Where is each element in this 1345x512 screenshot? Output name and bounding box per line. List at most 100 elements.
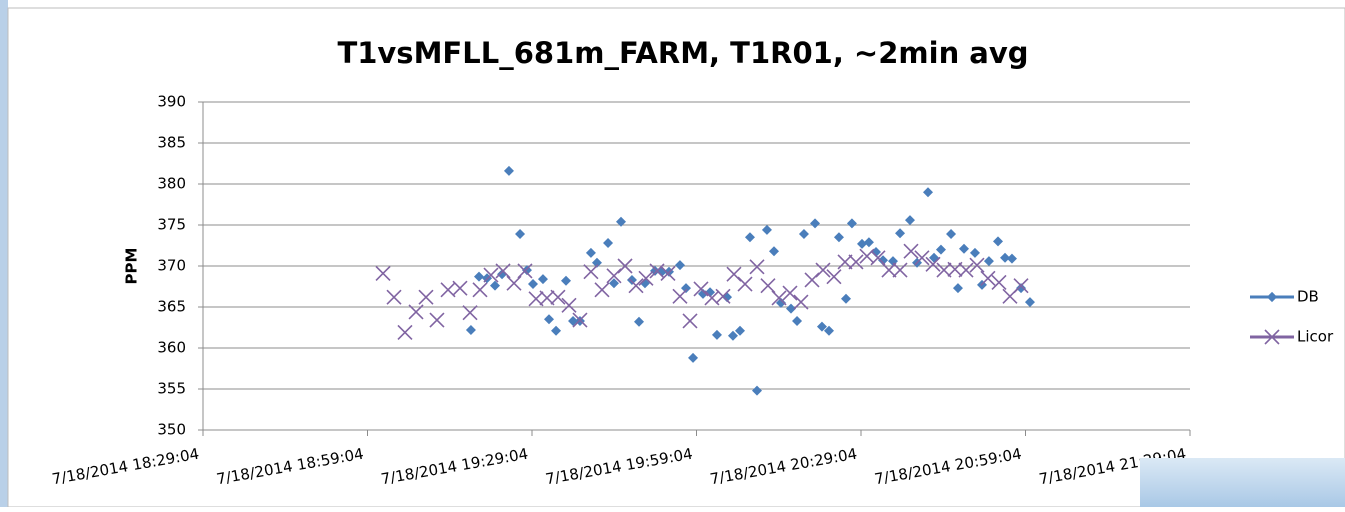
data-point [771, 290, 787, 306]
data-point [782, 285, 798, 301]
data-point [473, 271, 484, 282]
data-point [810, 218, 821, 229]
data-point [608, 278, 619, 289]
data-point [881, 262, 897, 278]
data-point [969, 257, 985, 273]
data-point [793, 294, 809, 310]
y-tick-label: 355 [157, 380, 186, 398]
data-point [616, 216, 627, 227]
data-point [952, 283, 963, 294]
data-point [904, 215, 915, 226]
data-point [693, 281, 709, 297]
data-point [408, 304, 424, 320]
data-point [521, 265, 532, 276]
data-point [452, 280, 468, 296]
data-point [472, 282, 488, 298]
data-point [517, 263, 533, 279]
data-point [628, 278, 644, 294]
data-point [506, 275, 522, 291]
data-point [551, 325, 562, 336]
data-point [638, 270, 654, 286]
data-point [603, 238, 614, 249]
data-point [429, 312, 445, 328]
data-point [1024, 297, 1035, 308]
data-point [397, 324, 413, 340]
data-point [674, 260, 685, 271]
data-point [375, 265, 391, 281]
data-point [606, 268, 622, 284]
data-point [495, 263, 511, 279]
data-point [870, 250, 886, 266]
data-point [751, 385, 762, 396]
data-point [958, 243, 969, 254]
background-strip [0, 0, 8, 507]
legend-marker [1266, 291, 1278, 303]
data-point [585, 247, 596, 258]
data-point [925, 256, 941, 272]
data-point [726, 266, 742, 282]
data-point [958, 262, 974, 278]
data-point [735, 325, 746, 336]
data-point [528, 279, 539, 290]
data-point [857, 238, 868, 249]
y-tick-label: 390 [157, 93, 186, 111]
data-point [1016, 283, 1027, 294]
data-point [892, 262, 908, 278]
data-point [634, 316, 645, 327]
background-image [1140, 458, 1345, 507]
data-point [895, 228, 906, 239]
data-point [489, 280, 500, 291]
chart-frame [7, 7, 1345, 508]
data-point [650, 265, 661, 276]
data-point [826, 269, 842, 285]
chart-title: T1vsMFLL_681m_FARM, T1R01, ~2min avg [337, 36, 1028, 70]
data-point [1006, 253, 1017, 264]
data-point [418, 289, 434, 305]
data-point [660, 265, 676, 281]
legend-label: Licor [1297, 328, 1334, 346]
data-point [761, 224, 772, 235]
y-tick-label: 350 [157, 421, 186, 439]
y-tick-label: 360 [157, 339, 186, 357]
y-tick-label: 365 [157, 298, 186, 316]
data-point [914, 250, 930, 266]
data-point [462, 305, 478, 321]
data-point [537, 274, 548, 285]
data-point [737, 276, 753, 292]
data-point [594, 282, 610, 298]
data-point [980, 270, 996, 286]
data-point [680, 283, 691, 294]
data-point [792, 315, 803, 326]
y-axis-label: PPM [123, 248, 141, 285]
data-point [798, 229, 809, 240]
data-point [768, 246, 779, 257]
data-point [503, 165, 514, 176]
data-point [922, 187, 933, 198]
data-point [848, 254, 864, 270]
data-point [727, 330, 738, 341]
data-point [386, 289, 402, 305]
data-point [837, 254, 853, 270]
data-point [816, 321, 827, 332]
data-point [878, 255, 889, 266]
data-point [1013, 278, 1029, 294]
data-point [626, 274, 637, 285]
data-point [946, 229, 957, 240]
data-point [846, 218, 857, 229]
legend-label: DB [1297, 288, 1319, 306]
data-point [550, 289, 566, 305]
data-point [815, 262, 831, 278]
data-point [744, 232, 755, 243]
data-point [841, 293, 852, 304]
data-point [863, 237, 874, 248]
data-point [583, 264, 599, 280]
data-point [560, 275, 571, 286]
data-point [711, 329, 722, 340]
data-point [991, 274, 1007, 290]
y-tick-label: 385 [157, 134, 186, 152]
data-point [749, 259, 765, 275]
data-point [1000, 252, 1011, 263]
data-point [983, 256, 994, 267]
